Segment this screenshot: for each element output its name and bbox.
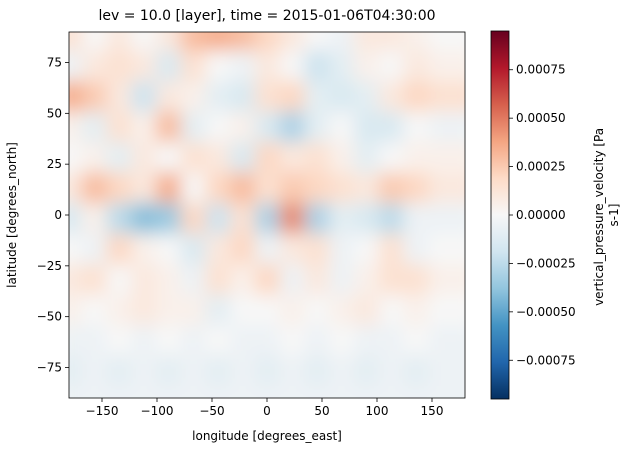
y-tick-label: 50 — [47, 106, 62, 120]
field-cell — [428, 386, 465, 398]
colorbar-tick-label: 0.00050 — [516, 111, 566, 125]
y-tick-label: −75 — [37, 361, 62, 375]
x-tick-label: 0 — [263, 404, 271, 418]
y-axis-label: latitude [degrees_north] — [5, 142, 19, 288]
plot-area — [68, 31, 466, 399]
colorbar-tick-label: 0.00000 — [516, 208, 566, 222]
colorbar-tick-label: 0.00025 — [516, 160, 566, 174]
field-cells — [69, 32, 465, 398]
chart-title: lev = 10.0 [layer], time = 2015-01-06T04… — [98, 8, 435, 24]
y-axis-ticks: −75 −50 −25 0 25 50 75 — [37, 56, 69, 375]
colorbar-tick-label: −0.00050 — [516, 305, 576, 319]
x-tick-label: 100 — [366, 404, 389, 418]
colorbar: −0.00075 −0.00050 −0.00025 0.00000 0.00025 0.… — [490, 30, 621, 400]
y-tick-label: 25 — [47, 157, 62, 171]
x-tick-label: 50 — [314, 404, 329, 418]
field-cell — [428, 355, 465, 398]
field — [69, 32, 465, 398]
x-tick-label: −50 — [199, 404, 224, 418]
x-axis-label: longitude [degrees_east] — [192, 429, 342, 443]
colorbar-label-line-1: vertical_pressure_velocity [Pa — [592, 128, 606, 306]
y-tick-label: 0 — [54, 208, 62, 222]
colorbar-gradient — [491, 31, 509, 399]
colorbar-ticks: −0.00075 −0.00050 −0.00025 0.00000 0.00025 0.… — [509, 63, 576, 367]
x-tick-label: −100 — [141, 404, 174, 418]
colorbar-tick-label: −0.00025 — [516, 256, 576, 270]
colorbar-label: vertical_pressure_velocity [Pa s-1] — [592, 124, 621, 306]
y-tick-label: −25 — [37, 259, 62, 273]
colorbar-tick-label: 0.00075 — [516, 63, 566, 77]
colorbar-tick-label: −0.00075 — [516, 353, 576, 367]
y-tick-label: −50 — [37, 310, 62, 324]
x-tick-label: 150 — [421, 404, 444, 418]
x-axis-ticks: −150 −100 −50 0 50 100 150 — [86, 398, 444, 418]
colorbar-label-line-2: s-1] — [607, 204, 621, 227]
y-tick-label: 75 — [47, 56, 62, 70]
x-tick-label: −150 — [86, 404, 119, 418]
